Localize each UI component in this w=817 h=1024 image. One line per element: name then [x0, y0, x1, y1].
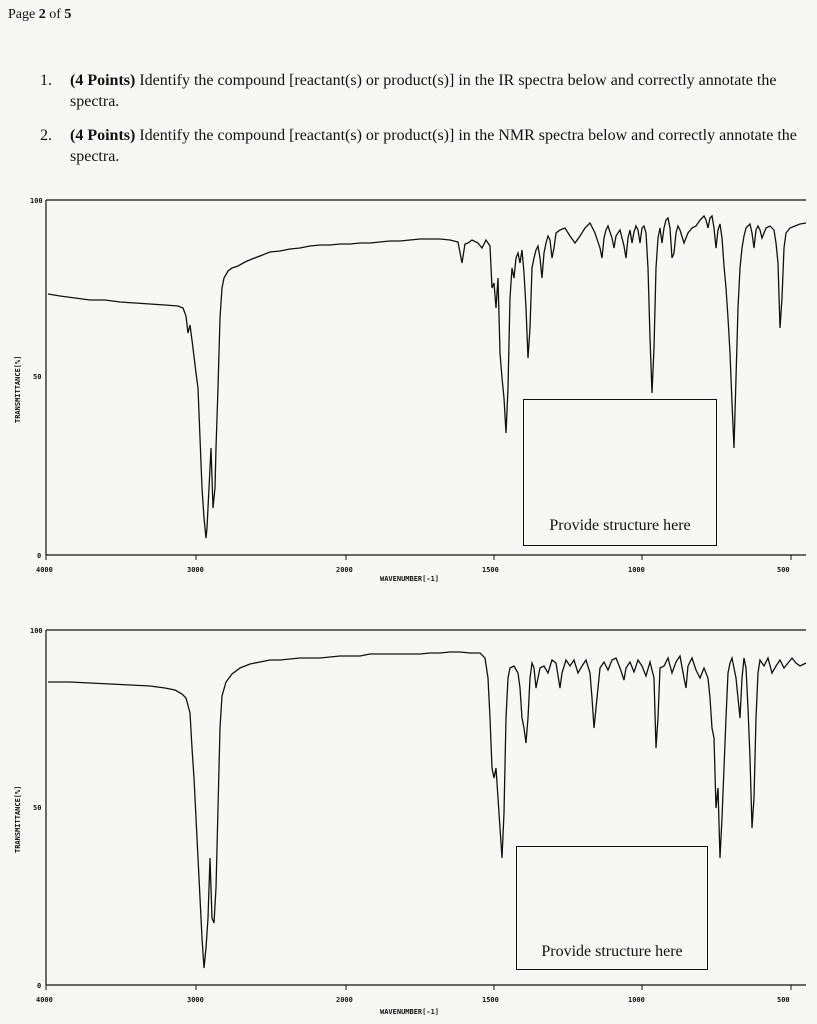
x-tick-label: 2000: [336, 996, 353, 1004]
x-axis-label: WAVENUMBER[-1]: [380, 575, 439, 583]
question-points: (4 Points): [70, 72, 136, 89]
x-tick-label: 500: [777, 566, 790, 574]
x-tick-label: 3000: [187, 996, 204, 1004]
ir-spectrum-2: 100 50 0 TRANSMITTANCE[%] 4000 3000 2000…: [14, 627, 807, 1016]
question-number: 1.: [40, 72, 52, 89]
x-tick-label: 1500: [482, 566, 499, 574]
x-tick-label: 1000: [628, 996, 645, 1004]
y-tick-label: 100: [30, 197, 43, 205]
x-tick-label: 500: [777, 996, 790, 1004]
x-tick-label: 4000: [36, 566, 53, 574]
x-tick-label: 1000: [628, 566, 645, 574]
question-1: 1. (4 Points) Identify the compound [rea…: [40, 70, 800, 112]
spectrum-trace: [47, 214, 807, 539]
x-tick-label: 1500: [482, 996, 499, 1004]
y-tick-label: 50: [33, 804, 41, 812]
x-tick-label: 3000: [187, 566, 204, 574]
y-tick-label: 100: [30, 627, 43, 635]
question-points: (4 Points): [70, 127, 136, 144]
x-tick-label: 4000: [36, 996, 53, 1004]
question-2: 2. (4 Points) Identify the compound [rea…: [40, 125, 800, 167]
y-tick-label: 0: [37, 552, 41, 560]
ir-spectrum-1: 100 50 0 TRANSMITTANCE[%] 4000 3000 2000…: [14, 197, 807, 583]
x-tick-label: 2000: [336, 566, 353, 574]
x-axis-label: WAVENUMBER[-1]: [380, 1008, 439, 1016]
structure-box-label: Provide structure here: [541, 943, 683, 960]
question-text: Identify the compound [reactant(s) or pr…: [70, 127, 797, 165]
question-number: 2.: [40, 127, 52, 144]
y-axis-label: TRANSMITTANCE[%]: [14, 356, 22, 423]
structure-answer-box-1[interactable]: Provide structure here: [523, 399, 717, 546]
structure-answer-box-2[interactable]: Provide structure here: [516, 846, 708, 970]
spectrum-trace: [48, 651, 807, 969]
question-text: Identify the compound [reactant(s) or pr…: [70, 72, 777, 110]
structure-box-label: Provide structure here: [549, 517, 691, 534]
page-number: Page 2 of 5: [8, 7, 72, 22]
y-tick-label: 0: [37, 982, 41, 990]
y-axis-label: TRANSMITTANCE[%]: [14, 786, 22, 853]
y-tick-label: 50: [33, 373, 41, 381]
x-tick-marks: [45, 985, 792, 990]
x-tick-marks: [45, 555, 792, 560]
